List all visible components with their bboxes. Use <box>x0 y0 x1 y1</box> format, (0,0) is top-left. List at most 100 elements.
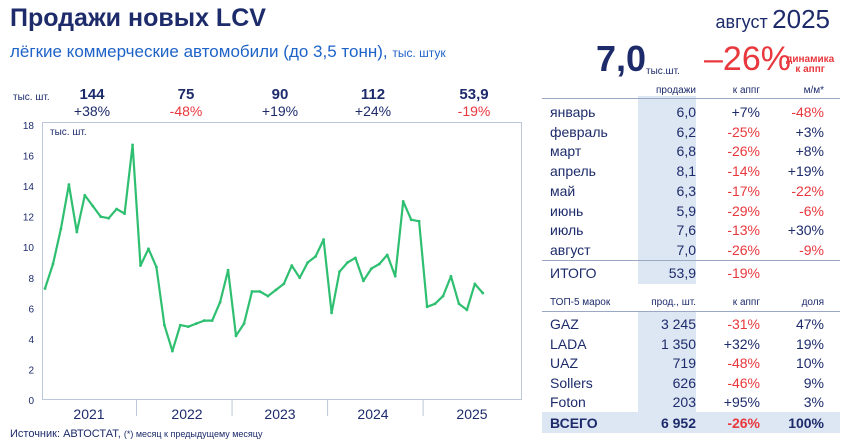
year-summary-value: 144 <box>79 86 105 103</box>
month-label: февраль <box>550 123 608 140</box>
month-mom: -22% <box>791 182 824 199</box>
table-row: февраль 6,2 -25% +3% <box>542 122 840 142</box>
brands-table-header-cell: к аппг <box>732 297 760 308</box>
month-mom: -48% <box>791 104 824 120</box>
month-sales: 6,3 <box>676 182 696 199</box>
total-yoy: -19% <box>727 265 760 281</box>
data-point <box>322 238 325 241</box>
year-summary-value: 75 <box>177 86 195 103</box>
year-summary-change: -48% <box>169 103 203 119</box>
data-point <box>178 323 182 327</box>
year-summary: 112 +24% <box>333 86 413 119</box>
series-line <box>43 143 484 353</box>
month-yoy: -26% <box>727 241 760 258</box>
data-point <box>210 319 214 322</box>
data-point <box>425 305 429 309</box>
data-point <box>417 219 421 223</box>
year-summary-unit: тыс. шт. <box>13 92 50 103</box>
table-divider <box>542 311 840 312</box>
brand-sales: 3 245 <box>660 316 696 332</box>
data-point <box>362 279 365 283</box>
data-point <box>282 282 286 286</box>
brand-yoy: -46% <box>727 374 760 391</box>
table-total-row: ИТОГО 53,9 -19% <box>542 263 840 283</box>
total-label: ИТОГО <box>550 265 597 281</box>
year-summary: 144 +38% <box>52 86 132 119</box>
data-point <box>449 274 453 278</box>
brand-yoy: -48% <box>727 355 760 371</box>
subtitle-text: лёгкие коммерческие автомобили (до 3,5 т… <box>10 42 388 61</box>
brand-label: LADA <box>550 335 587 352</box>
data-point <box>401 199 405 203</box>
data-point <box>139 264 142 267</box>
data-point <box>338 270 341 274</box>
data-point <box>123 212 126 216</box>
data-point <box>115 207 119 211</box>
table-row: UAZ 719 -48% 10% <box>542 353 840 373</box>
data-point <box>290 264 294 267</box>
month-yoy: -13% <box>727 222 760 239</box>
data-point <box>194 322 198 326</box>
data-point <box>107 216 111 220</box>
y-tick-label: 2 <box>28 365 34 376</box>
source-note: Источник: АВТОСТАТ, (*) месяц к предыдущ… <box>10 428 262 440</box>
data-point <box>186 325 190 329</box>
data-point <box>306 261 310 264</box>
monthly-table-header-cell: продажи <box>656 85 696 96</box>
month-label: январь <box>550 104 596 120</box>
brands-table-header-cell: доля <box>801 297 824 308</box>
y-tick-label: 0 <box>28 396 34 407</box>
data-point <box>266 294 270 298</box>
table-row: Sollers 626 -46% 9% <box>542 373 840 393</box>
data-point <box>234 334 238 338</box>
data-point <box>473 282 477 286</box>
data-point <box>43 287 47 290</box>
month-mom: +8% <box>795 143 824 160</box>
year-summary-change: +19% <box>261 103 299 119</box>
brands-table-header-cell: ТОП-5 марок <box>550 297 611 308</box>
kpi-value-unit: тыс.шт. <box>646 66 680 77</box>
data-point <box>433 302 437 306</box>
y-tick-label: 16 <box>23 152 35 163</box>
data-point <box>314 254 318 258</box>
footnote-text: (*) месяц к предыдущему месяцу <box>123 429 263 439</box>
data-point <box>226 268 230 272</box>
y-tick-label: 18 <box>23 121 35 132</box>
data-point <box>250 290 254 293</box>
data-point <box>258 290 262 293</box>
data-point <box>51 262 55 266</box>
y-tick-label: 12 <box>23 213 35 224</box>
month-yoy: +7% <box>731 104 760 120</box>
month-label: август <box>550 241 591 258</box>
month-mom: +19% <box>787 163 824 180</box>
subtitle-unit: тыс. штук <box>392 46 446 60</box>
brand-sales: 626 <box>672 374 696 391</box>
report-year: 2025 <box>772 4 830 34</box>
source-text: Источник: АВТОСТАТ, <box>10 428 121 440</box>
table-row: март 6,8 -26% +8% <box>542 141 840 161</box>
data-point <box>393 274 397 278</box>
data-point <box>377 262 381 266</box>
page-subtitle: лёгкие коммерческие автомобили (до 3,5 т… <box>10 42 446 62</box>
brand-label: GAZ <box>550 316 579 332</box>
page-title: Продажи новых LCV <box>10 4 266 32</box>
y-tick-label: 10 <box>23 243 35 254</box>
data-point <box>354 256 357 260</box>
year-summary-value: 112 <box>360 86 386 103</box>
brands-table-header: ТОП-5 марок прод., шт. к аппг доля <box>542 296 840 312</box>
table-row: апрель 8,1 -14% +19% <box>542 161 840 181</box>
kpi-dynamics: –26% <box>704 40 791 78</box>
month-label: май <box>550 182 576 199</box>
month-sales: 6,2 <box>676 123 696 140</box>
y-tick-label: 8 <box>28 274 34 285</box>
brand-yoy: +95% <box>723 394 760 410</box>
brand-share: 3% <box>803 394 824 410</box>
brand-share: 10% <box>795 355 824 371</box>
total-yoy: -26% <box>727 415 760 431</box>
table-divider <box>542 260 840 261</box>
y-tick-label: 6 <box>28 304 34 315</box>
report-month: август <box>715 12 768 32</box>
y-tick-label: 4 <box>28 335 34 346</box>
table-row: январь 6,0 +7% -48% <box>542 102 840 122</box>
kpi-dynamics-label-2: к аппг <box>795 64 825 75</box>
